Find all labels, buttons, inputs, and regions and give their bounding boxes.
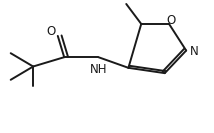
Text: N: N — [189, 45, 198, 58]
Text: O: O — [166, 14, 176, 27]
Text: NH: NH — [90, 63, 107, 76]
Text: O: O — [46, 25, 56, 38]
